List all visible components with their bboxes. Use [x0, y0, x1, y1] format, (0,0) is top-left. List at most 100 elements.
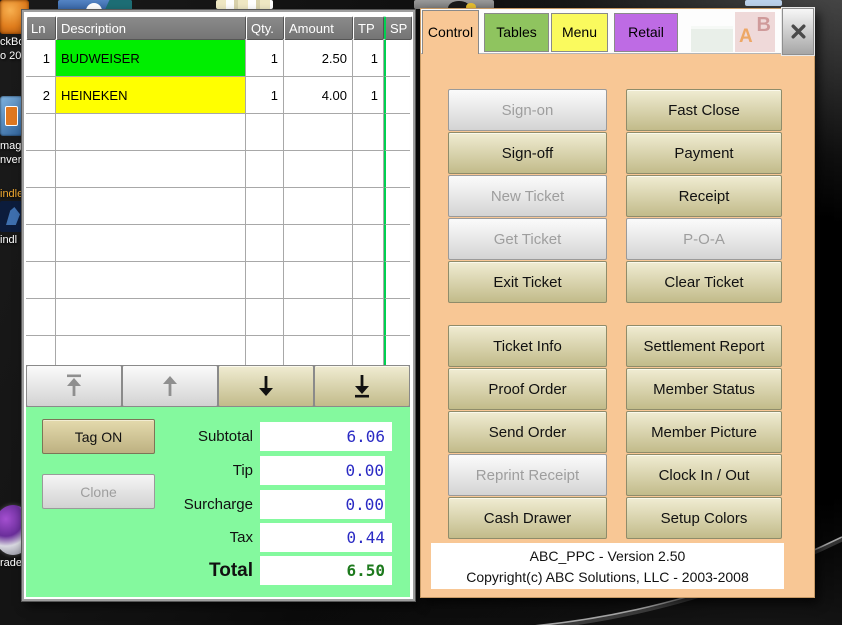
cell-qty — [246, 225, 284, 262]
tab-control[interactable]: Control — [422, 10, 479, 54]
ticket-row-1[interactable]: 1 BUDWEISER 1 2.50 1 — [26, 40, 410, 77]
cell-desc — [56, 151, 246, 188]
arrow-down-icon — [254, 373, 278, 399]
arrow-up-icon — [158, 373, 182, 399]
cell-sp — [384, 77, 410, 114]
cell-sp — [384, 151, 410, 188]
p-o-a-button[interactable]: P-O-A — [626, 218, 782, 260]
ticket-summary-panel: Tag ON Clone Subtotal 6.06 Tip 0.00 Surcharg… — [26, 407, 410, 597]
tip-value-field[interactable]: 0.00 — [260, 456, 385, 485]
sign-on-button[interactable]: Sign-on — [448, 89, 607, 131]
cell-amount — [284, 262, 353, 299]
ticket-row-empty[interactable] — [26, 299, 410, 336]
tag-on-button[interactable]: Tag ON — [42, 419, 155, 454]
cell-ln — [26, 299, 56, 336]
block-letter-b: B — [756, 14, 771, 36]
summary-row-total: Total 6.50 — [26, 556, 410, 585]
ticket-row-empty[interactable] — [26, 151, 410, 188]
surcharge-value-field[interactable]: 0.00 — [260, 490, 385, 519]
exit-ticket-button[interactable]: Exit Ticket — [448, 261, 607, 303]
image-converter-icon — [0, 96, 23, 136]
cell-qty: 1 — [246, 40, 284, 77]
cell-amount — [284, 299, 353, 336]
arrow-up-to-bar-icon — [62, 373, 86, 399]
cell-qty — [246, 114, 284, 151]
close-icon — [790, 24, 806, 39]
cell-ln — [26, 225, 56, 262]
ticket-row-empty[interactable] — [26, 114, 410, 151]
total-value-field[interactable]: 6.50 — [260, 556, 392, 585]
tab-strip: B A Control Tables Menu Retail — [421, 7, 815, 56]
column-header-sp: SP — [384, 16, 413, 40]
member-status-button[interactable]: Member Status — [626, 368, 782, 410]
cell-tp — [353, 188, 384, 225]
ticket-info-button[interactable]: Ticket Info — [448, 325, 607, 367]
member-picture-button[interactable]: Member Picture — [626, 411, 782, 453]
desktop-icon-label: ckBo — [0, 36, 25, 48]
close-button[interactable] — [781, 7, 815, 56]
get-ticket-button[interactable]: Get Ticket — [448, 218, 607, 260]
ticket-row-empty[interactable] — [26, 262, 410, 299]
cell-desc — [56, 336, 246, 365]
cell-desc — [56, 262, 246, 299]
surcharge-label: Surcharge — [183, 496, 253, 513]
tax-label: Tax — [229, 529, 253, 546]
ticket-row-empty[interactable] — [26, 188, 410, 225]
subtotal-label: Subtotal — [197, 428, 253, 445]
new-ticket-button[interactable]: New Ticket — [448, 175, 607, 217]
cell-ln — [26, 336, 56, 365]
arrow-down-to-bar-icon — [350, 373, 374, 399]
cell-qty — [246, 336, 284, 365]
cell-amount — [284, 151, 353, 188]
send-order-button[interactable]: Send Order — [448, 411, 607, 453]
desktop-icon-label: indle — [0, 188, 24, 200]
cell-amount — [284, 336, 353, 365]
cell-ln — [26, 262, 56, 299]
clone-button[interactable]: Clone — [42, 474, 155, 509]
column-header-tp: TP — [353, 16, 384, 40]
cell-qty — [246, 151, 284, 188]
subtotal-value-field[interactable]: 6.06 — [260, 422, 392, 451]
cell-tp — [353, 336, 384, 365]
summary-row-tax: Tax 0.44 — [26, 523, 410, 552]
cell-ln: 2 — [26, 77, 56, 114]
clock-in-out-button[interactable]: Clock In / Out — [626, 454, 782, 496]
scroll-first-button[interactable] — [26, 365, 122, 407]
tax-value-field[interactable]: 0.44 — [260, 523, 392, 552]
ticket-row-empty[interactable] — [26, 225, 410, 262]
cash-drawer-button[interactable]: Cash Drawer — [448, 497, 607, 539]
ticket-table-header: Ln Description Qty. Amount TP SP — [26, 16, 413, 40]
column-header-desc: Description — [56, 16, 246, 40]
scroll-down-button[interactable] — [218, 365, 314, 407]
reprint-receipt-button[interactable]: Reprint Receipt — [448, 454, 607, 496]
clear-ticket-button[interactable]: Clear Ticket — [626, 261, 782, 303]
cell-amount: 2.50 — [284, 40, 353, 77]
tab-retail[interactable]: Retail — [614, 13, 678, 52]
sign-off-button[interactable]: Sign-off — [448, 132, 607, 174]
payment-button[interactable]: Payment — [626, 132, 782, 174]
tab-tables[interactable]: Tables — [484, 13, 549, 52]
cell-sp — [384, 336, 410, 365]
proof-order-button[interactable]: Proof Order — [448, 368, 607, 410]
ticket-window: Ln Description Qty. Amount TP SP 1 BUDWEISER 1 2… — [21, 9, 416, 602]
setup-colors-button[interactable]: Setup Colors — [626, 497, 782, 539]
scroll-up-button[interactable] — [122, 365, 218, 407]
cell-desc: HEINEKEN — [56, 77, 246, 114]
button-group-1: Sign-on Fast Close Sign-off Payment New Tick… — [448, 89, 782, 303]
ticket-row-2[interactable]: 2 HEINEKEN 1 4.00 1 — [26, 77, 410, 114]
summary-row-tip: Tip 0.00 — [26, 456, 410, 485]
cell-ln — [26, 188, 56, 225]
settlement-report-button[interactable]: Settlement Report — [626, 325, 782, 367]
tip-label: Tip — [232, 462, 253, 479]
scroll-last-button[interactable] — [314, 365, 410, 407]
toy-blocks-art: B A — [683, 12, 779, 52]
summary-row-surcharge: Surcharge 0.00 — [26, 490, 410, 519]
receipt-button[interactable]: Receipt — [626, 175, 782, 217]
fast-close-button[interactable]: Fast Close — [626, 89, 782, 131]
cell-sp — [384, 262, 410, 299]
tab-menu[interactable]: Menu — [551, 13, 608, 52]
desktop-icon-label: rade — [0, 557, 23, 569]
ticket-row-empty[interactable] — [26, 336, 410, 365]
column-header-ln: Ln — [26, 16, 56, 40]
cell-desc — [56, 225, 246, 262]
